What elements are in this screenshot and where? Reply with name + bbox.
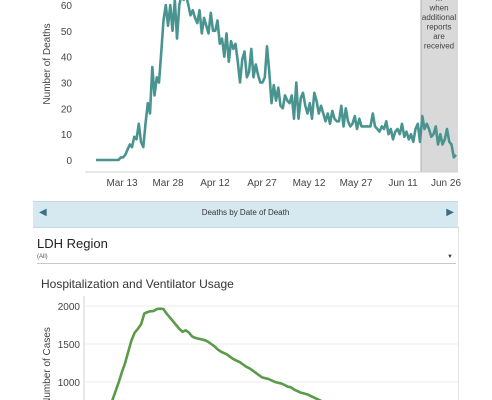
hospitalization-series-line [111,307,323,400]
y-tick-label: 60 [61,1,73,12]
x-tick-label: May 12 [293,178,326,189]
y-tick-label: 1500 [58,340,81,351]
triangle-right-icon[interactable]: ▶ [446,207,454,218]
deaths-series-line [96,0,457,162]
x-tick-label: Apr 12 [200,178,230,189]
y-tick-label: 40 [61,53,73,64]
hospitalization-chart: Number of Cases 1000 1500 2000 [42,296,458,400]
y-tick-label: 0 [66,156,72,167]
reporting-lag-note-line: additional [422,13,456,22]
panel-divider [458,226,459,400]
x-tick-label: Mar 13 [106,178,138,189]
y-tick-label: 30 [61,79,73,90]
deaths-by-date-chart: Number of Deaths 0 10 20 30 40 50 60 Mar 13 Mar… [42,0,461,189]
y-tick-label: 20 [61,104,73,115]
x-tick-label: Jun 26 [431,178,461,189]
reporting-lag-note-line: ... [436,0,443,3]
y-axis-label: Number of Deaths [42,23,53,104]
current-tab-label: Deaths by Date of Death [201,208,290,217]
chart-tab-navigator: ◀ Deaths by Date of Death ▶ [33,201,458,228]
triangle-left-icon[interactable]: ◀ [39,207,47,218]
x-tick-label: Apr 27 [247,178,277,189]
reporting-lag-note-line: received [424,42,454,51]
chevron-down-icon: ▼ [447,254,453,260]
y-tick-label: 2000 [58,302,81,313]
region-filter-select[interactable]: (All) ▼ [37,251,456,264]
reporting-lag-note-line: when [428,4,448,13]
x-tick-label: Mar 28 [152,178,184,189]
reporting-lag-note-line: reports [427,23,452,32]
region-filter-value: (All) [37,254,48,260]
reporting-lag-note-line: are [433,32,445,41]
y-tick-label: 10 [61,130,73,141]
x-tick-label: May 27 [340,178,373,189]
y-tick-label: 1000 [58,378,81,389]
hospitalization-chart-title: Hospitalization and Ventilator Usage [41,277,234,291]
y-tick-label: 50 [61,27,73,38]
region-filter-title: LDH Region [37,236,108,251]
y-axis-label: Number of Cases [42,327,53,400]
x-tick-label: Jun 11 [388,178,418,189]
